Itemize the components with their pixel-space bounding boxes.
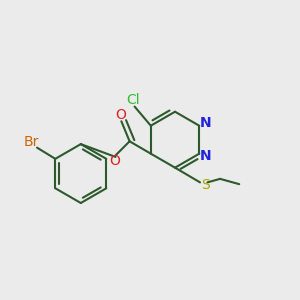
Text: S: S	[201, 178, 210, 192]
Text: O: O	[115, 108, 126, 122]
Text: N: N	[200, 149, 212, 163]
Text: N: N	[200, 116, 212, 130]
Text: O: O	[109, 154, 120, 168]
Text: Cl: Cl	[126, 93, 140, 107]
Text: Br: Br	[24, 135, 39, 149]
